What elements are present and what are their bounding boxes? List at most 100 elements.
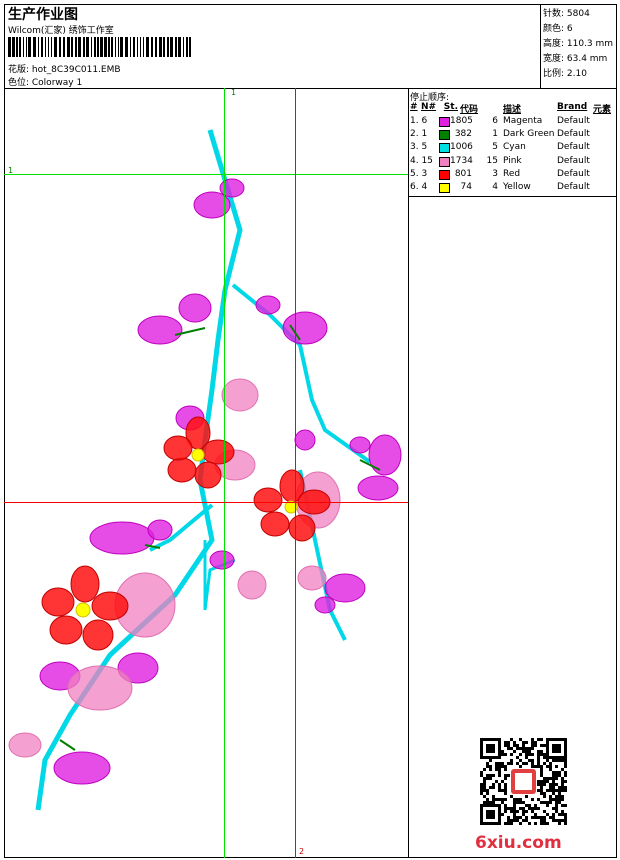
qr-module bbox=[510, 762, 513, 765]
qr-module bbox=[555, 777, 558, 780]
qr-module bbox=[558, 789, 561, 792]
stitch-count: 1805 bbox=[450, 116, 473, 126]
qr-module bbox=[480, 789, 483, 792]
qr-module bbox=[480, 810, 483, 813]
qr-module bbox=[564, 786, 567, 789]
qr-module bbox=[528, 747, 531, 750]
qr-module bbox=[498, 774, 501, 777]
qr-module bbox=[507, 744, 510, 747]
qr-module bbox=[558, 795, 561, 798]
qr-module bbox=[555, 738, 558, 741]
barcode-bar bbox=[118, 37, 119, 57]
qr-module bbox=[537, 798, 540, 801]
qr-module bbox=[540, 783, 543, 786]
color-swatch bbox=[439, 183, 450, 193]
qr-module bbox=[552, 777, 555, 780]
qr-module bbox=[549, 768, 552, 771]
color-code: 3 bbox=[492, 168, 498, 179]
qr-module bbox=[558, 819, 561, 822]
qr-module bbox=[480, 744, 483, 747]
qr-module bbox=[555, 819, 558, 822]
brand: Default bbox=[557, 182, 590, 192]
qr-module bbox=[498, 762, 501, 765]
qr-module bbox=[540, 744, 543, 747]
qr-module bbox=[522, 750, 525, 753]
qr-module bbox=[489, 822, 492, 825]
qr-module bbox=[489, 744, 492, 747]
barcode-bar bbox=[137, 37, 138, 57]
qr-module bbox=[546, 777, 549, 780]
qr-module bbox=[525, 762, 528, 765]
qr-module bbox=[495, 762, 498, 765]
qr-module bbox=[549, 795, 552, 798]
stitch-count: 74 bbox=[460, 182, 472, 192]
qr-module bbox=[519, 801, 522, 804]
stitch-count: 382 bbox=[454, 129, 472, 140]
qr-module bbox=[480, 756, 483, 759]
qr-module bbox=[546, 741, 549, 744]
brand: Default bbox=[557, 142, 590, 153]
qr-module bbox=[525, 804, 528, 807]
qr-module bbox=[564, 753, 567, 756]
qr-module bbox=[486, 801, 489, 804]
barcode-bar bbox=[143, 37, 144, 57]
qr-module bbox=[531, 759, 534, 762]
qr-module bbox=[552, 744, 555, 747]
watermark: 6xiu.com bbox=[475, 833, 562, 853]
barcode-bar bbox=[167, 37, 169, 57]
qr-module bbox=[561, 804, 564, 807]
qr-module bbox=[558, 801, 561, 804]
qr-module bbox=[546, 756, 549, 759]
qr-code bbox=[480, 738, 567, 825]
qr-module bbox=[561, 813, 564, 816]
qr-module bbox=[510, 753, 513, 756]
qr-module bbox=[552, 786, 555, 789]
qr-module bbox=[507, 774, 510, 777]
qr-module bbox=[525, 747, 528, 750]
qr-module bbox=[528, 822, 531, 825]
qr-module bbox=[534, 807, 537, 810]
barcode-bar bbox=[178, 37, 181, 57]
qr-module bbox=[537, 783, 540, 786]
barcode-bar bbox=[130, 37, 131, 57]
info-line: 比例: 2.10 bbox=[543, 69, 587, 79]
qr-module bbox=[492, 804, 495, 807]
qr-module bbox=[480, 792, 483, 795]
qr-module bbox=[540, 822, 543, 825]
qr-module bbox=[501, 750, 504, 753]
qr-module bbox=[486, 813, 489, 816]
qr-module bbox=[546, 738, 549, 741]
barcode-bar bbox=[63, 37, 65, 57]
qr-module bbox=[522, 744, 525, 747]
qr-module bbox=[555, 774, 558, 777]
qr-module bbox=[534, 822, 537, 825]
qr-module bbox=[507, 741, 510, 744]
qr-module bbox=[489, 804, 492, 807]
qr-module bbox=[543, 795, 546, 798]
qr-module bbox=[489, 756, 492, 759]
qr-module bbox=[543, 819, 546, 822]
qr-module bbox=[513, 819, 516, 822]
qr-module bbox=[498, 750, 501, 753]
guide-label: 1 bbox=[231, 88, 237, 97]
qr-module bbox=[564, 762, 567, 765]
qr-module bbox=[504, 810, 507, 813]
qr-module bbox=[537, 738, 540, 741]
colorway: 色位: Colorway 1 bbox=[8, 78, 83, 88]
info-line: 颜色: 6 bbox=[543, 24, 573, 34]
qr-module bbox=[552, 771, 555, 774]
qr-module bbox=[528, 804, 531, 807]
qr-module bbox=[528, 759, 531, 762]
qr-module bbox=[555, 747, 558, 750]
qr-module bbox=[558, 747, 561, 750]
column-header: N# bbox=[421, 102, 437, 112]
qr-module bbox=[564, 816, 567, 819]
qr-module bbox=[549, 756, 552, 759]
barcode-bar bbox=[51, 37, 52, 57]
qr-module bbox=[540, 780, 543, 783]
qr-module bbox=[492, 747, 495, 750]
qr-module bbox=[555, 744, 558, 747]
qr-module bbox=[543, 753, 546, 756]
qr-module bbox=[516, 819, 519, 822]
